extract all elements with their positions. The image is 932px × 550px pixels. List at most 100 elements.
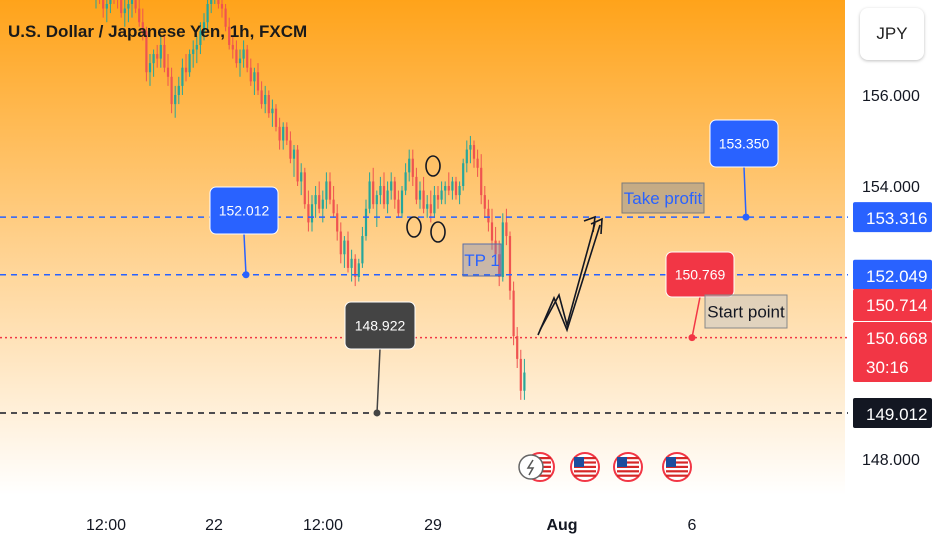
axes-layer: 156.000 154.000 148.000 12:00 22 12:00 29 Aug 6 — [86, 88, 920, 534]
candle-body — [458, 186, 461, 196]
candle — [138, 0, 141, 27]
candle — [314, 186, 317, 218]
candle-body — [444, 186, 447, 191]
candle-body — [364, 208, 368, 237]
candle — [325, 172, 328, 209]
candle-body — [181, 67, 184, 86]
candle — [274, 104, 278, 132]
projection-arrow-2 — [537, 224, 601, 336]
candle — [117, 0, 119, 9]
flag-stripe — [666, 474, 688, 477]
candle — [310, 195, 314, 232]
candle — [462, 158, 465, 191]
candle-body — [346, 240, 350, 268]
candle — [102, 0, 105, 18]
candle — [411, 149, 414, 186]
flag-stripe — [666, 465, 688, 468]
candle-body — [386, 190, 389, 205]
time-tick-label: 12:00 — [86, 517, 126, 534]
tp1-label: TP 1 — [464, 251, 500, 270]
candle-body — [152, 54, 155, 64]
candle-body — [166, 67, 170, 77]
candle-body — [390, 181, 393, 191]
candle-body — [310, 204, 314, 223]
price-tick-label: 148.000 — [862, 452, 920, 469]
pattern-circle — [406, 216, 422, 238]
events-layer[interactable] — [518, 452, 692, 482]
candle — [246, 44, 249, 73]
candle — [195, 35, 198, 64]
flag-stripe — [617, 474, 639, 477]
candle-body — [472, 145, 476, 159]
time-tick-label: 29 — [424, 517, 442, 534]
candle-body — [379, 186, 382, 196]
candle — [199, 22, 202, 55]
currency-button[interactable]: JPY — [860, 8, 924, 60]
candle-body — [372, 181, 375, 205]
candle-body — [418, 190, 422, 200]
candle-body — [508, 236, 512, 291]
candle — [379, 176, 382, 205]
candle — [523, 358, 526, 400]
candle-body — [375, 195, 378, 205]
candle — [505, 208, 508, 246]
candle — [336, 204, 339, 241]
candle-body — [321, 199, 324, 209]
candle-body — [447, 186, 450, 191]
flag-stripe — [617, 457, 639, 460]
candle — [483, 186, 486, 218]
candle — [231, 35, 234, 59]
candle — [166, 54, 170, 86]
candle — [206, 0, 209, 32]
last-high-tag: 150.714 — [866, 296, 927, 315]
candle — [278, 117, 281, 150]
candle-body — [278, 126, 281, 141]
candle — [256, 63, 260, 95]
support-tag-bg — [853, 397, 932, 428]
candle — [192, 40, 195, 68]
candle-body — [498, 254, 501, 277]
callout-148922-anchor — [373, 409, 381, 417]
event-icon-lightning[interactable] — [518, 452, 555, 482]
candle-body — [404, 172, 407, 191]
candle-body — [228, 26, 231, 45]
candle-body — [224, 8, 227, 27]
candle — [339, 222, 342, 264]
event-icon-us-flag[interactable] — [662, 452, 692, 482]
candle — [393, 176, 396, 209]
event-icon-us-flag[interactable] — [570, 452, 600, 482]
candle — [361, 226, 364, 268]
candle-body — [159, 44, 162, 59]
candle — [249, 58, 252, 86]
candle — [357, 258, 360, 282]
candle — [490, 208, 494, 250]
event-icon-us-flag[interactable] — [613, 452, 643, 482]
callout-152012-leader — [243, 233, 247, 275]
candle-body — [195, 44, 198, 50]
lightning-badge — [518, 454, 544, 480]
candle — [469, 135, 472, 164]
candle-body — [415, 176, 418, 200]
candle — [433, 186, 436, 218]
candle-body — [325, 181, 328, 200]
last-price-tag-bg — [853, 322, 932, 382]
candle-body — [469, 145, 472, 150]
candle-body — [123, 8, 126, 14]
candle-body — [361, 236, 364, 264]
candle — [202, 13, 206, 41]
candle — [289, 131, 292, 164]
candle — [454, 176, 458, 200]
candle — [458, 181, 461, 205]
candle-body — [296, 149, 299, 182]
candle-body — [494, 240, 497, 255]
candle-body — [285, 126, 288, 141]
candle-body — [336, 213, 339, 232]
start-point-label: Start point — [707, 303, 785, 322]
candle — [113, 0, 115, 4]
candle-body — [109, 0, 112, 4]
candle — [170, 67, 173, 114]
candle-body — [170, 76, 173, 105]
price-tick-label: 156.000 — [862, 88, 920, 105]
